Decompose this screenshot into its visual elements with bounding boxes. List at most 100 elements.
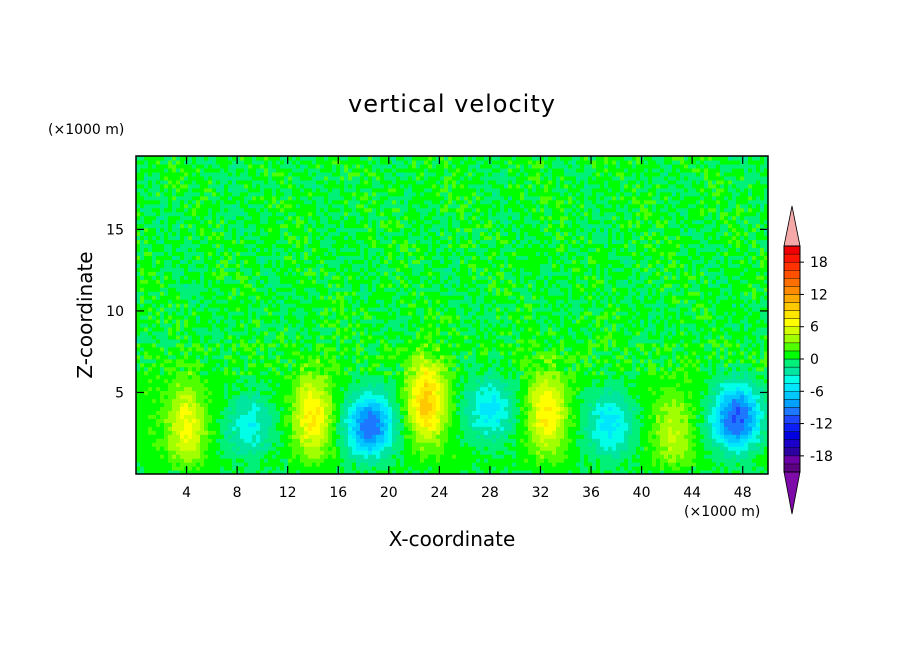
field-cell (220, 171, 225, 177)
field-cell (184, 299, 189, 304)
field-cell (164, 303, 169, 308)
field-cell (332, 167, 337, 173)
field-cell (356, 386, 361, 392)
field-cell (248, 283, 253, 288)
field-cell (264, 223, 269, 229)
field-cell (268, 203, 273, 209)
field-cell (156, 350, 161, 356)
field-cell (176, 382, 181, 388)
field-cell (296, 346, 301, 352)
field-cell (284, 203, 289, 209)
field-cell (368, 223, 373, 229)
field-cell (228, 402, 233, 408)
field-cell (144, 247, 149, 252)
field-cell (144, 386, 149, 392)
field-cell (148, 235, 153, 241)
field-cell (316, 390, 321, 396)
field-cell (168, 187, 173, 193)
field-cell (356, 271, 361, 276)
field-cell (232, 267, 237, 272)
field-cell (320, 414, 325, 419)
field-cell (344, 215, 349, 221)
field-cell (196, 156, 201, 161)
field-cell (280, 374, 285, 380)
field-cell (312, 374, 317, 380)
field-cell (256, 378, 261, 384)
field-cell (372, 458, 377, 463)
field-cell (208, 231, 213, 237)
field-cell (304, 235, 309, 241)
field-cell (296, 279, 301, 284)
field-cell (344, 322, 349, 328)
field-cell (160, 358, 165, 364)
field-cell (332, 259, 337, 264)
field-cell (268, 219, 273, 225)
field-cell (260, 454, 265, 459)
field-cell (328, 251, 333, 256)
field-cell (320, 271, 325, 276)
field-cell (148, 414, 153, 419)
field-cell (292, 338, 297, 344)
field-cell (348, 251, 353, 256)
field-cell (200, 159, 205, 165)
field-cell (324, 450, 329, 455)
field-cell (276, 271, 281, 276)
field-cell (264, 470, 269, 474)
field-cell (164, 322, 169, 328)
field-cell (292, 458, 297, 463)
field-cell (260, 227, 265, 233)
field-cell (180, 211, 185, 217)
field-cell (268, 326, 273, 332)
field-cell (348, 163, 353, 169)
field-cell (356, 251, 361, 256)
field-cell (316, 159, 321, 165)
field-cell (232, 291, 237, 296)
field-cell (344, 358, 349, 364)
field-cell (304, 386, 309, 392)
field-cell (368, 346, 373, 352)
field-cell (312, 263, 317, 268)
field-cell (268, 223, 273, 229)
field-cell (296, 267, 301, 272)
field-cell (368, 267, 373, 272)
field-cell (304, 171, 309, 177)
field-cell (336, 191, 341, 197)
field-cell (260, 330, 265, 336)
field-cell (220, 386, 225, 392)
field-cell (148, 291, 153, 296)
field-cell (296, 426, 301, 431)
field-cell (184, 450, 189, 455)
field-cell (316, 410, 321, 415)
field-cell (168, 199, 173, 205)
field-cell (352, 390, 357, 396)
field-cell (140, 163, 145, 169)
field-cell (332, 342, 337, 348)
field-cell (140, 438, 145, 443)
field-cell (148, 438, 153, 443)
field-cell (340, 386, 345, 392)
field-cell (300, 394, 305, 400)
field-cell (304, 275, 309, 280)
field-cell (148, 227, 153, 233)
field-cell (348, 346, 353, 352)
field-cell (340, 438, 345, 443)
field-cell (256, 171, 261, 177)
field-cell (244, 311, 249, 316)
field-cell (296, 171, 301, 177)
field-cell (328, 223, 333, 229)
field-cell (304, 382, 309, 388)
field-cell (364, 362, 369, 368)
field-cell (356, 470, 361, 474)
field-cell (220, 430, 225, 435)
field-cell (324, 338, 329, 344)
field-cell (284, 275, 289, 280)
field-cell (296, 235, 301, 241)
field-cell (152, 279, 157, 284)
field-cell (376, 207, 381, 213)
field-cell (368, 386, 373, 392)
field-cell (260, 354, 265, 360)
field-cell (180, 207, 185, 213)
field-cell (248, 410, 253, 415)
field-cell (280, 191, 285, 197)
field-cell (280, 207, 285, 213)
